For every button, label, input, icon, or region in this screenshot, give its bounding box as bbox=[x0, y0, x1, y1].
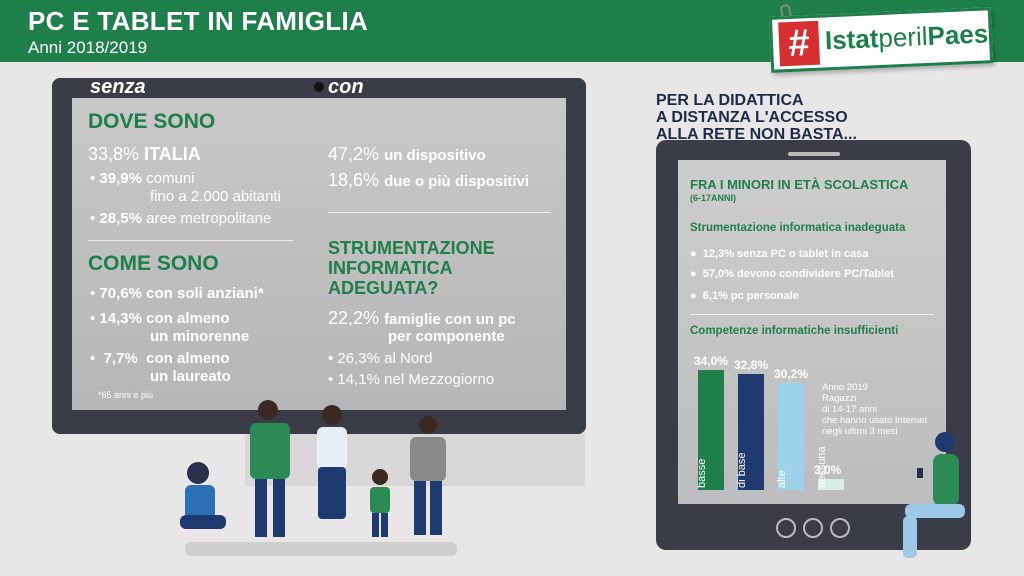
dove-item-1-line2: fino a 2.000 abitanti bbox=[150, 188, 281, 205]
come-item-2-pct: 14,3% bbox=[99, 310, 142, 327]
con-item-1: 47,2% un dispositivo bbox=[328, 144, 486, 165]
legend-line2: Ragazzi bbox=[822, 393, 857, 404]
label-senza: senza bbox=[90, 76, 146, 98]
come-item-1: • 70,6% con soli anziani* bbox=[90, 285, 264, 302]
label-con: con bbox=[328, 76, 364, 98]
tablet-speaker bbox=[788, 152, 840, 156]
monitor-base bbox=[185, 542, 457, 556]
istat-logo[interactable]: # IstatperilPaese bbox=[768, 7, 1003, 73]
strum-title-line3: ADEGUATA? bbox=[328, 278, 439, 298]
camera-icon bbox=[314, 82, 324, 92]
bar-value-label: 34,0% bbox=[694, 354, 729, 368]
dove-item-2: • 28,5% aree metropolitane bbox=[90, 210, 272, 227]
tablet-question: PER LA DIDATTICA A DISTANZA L'ACCESSO AL… bbox=[656, 92, 857, 143]
monitor-screen bbox=[72, 98, 566, 410]
dove-item-2-pct: 28,5% bbox=[99, 210, 142, 227]
tablet-item-3-text: 6,1% pc personale bbox=[702, 290, 799, 302]
bar-category-label: di base bbox=[736, 452, 748, 488]
bar-basse bbox=[698, 370, 724, 490]
bar-alte bbox=[778, 383, 804, 490]
come-item-2-text: con almeno bbox=[146, 310, 230, 327]
strum-main-pct: 22,2% bbox=[328, 308, 380, 328]
con-item-2-pct: 18,6% bbox=[328, 170, 380, 190]
question-line2: A DISTANZA L'ACCESSO bbox=[656, 109, 848, 126]
tablet-title: FRA I MINORI IN ETÀ SCOLASTICA bbox=[690, 177, 909, 192]
bar-category-label: nessuna bbox=[816, 446, 828, 488]
bar-value-label: 3,0% bbox=[814, 463, 842, 478]
bar-category-label: basse bbox=[696, 458, 708, 488]
come-item-1-pct: 70,6% bbox=[99, 285, 142, 302]
strum-item-2: • 14,1% nel Mezzogiorno bbox=[328, 371, 495, 388]
tablet-button-3[interactable] bbox=[830, 518, 850, 538]
section-competenze: Competenze informatiche insufficienti bbox=[690, 325, 899, 337]
come-item-2-line2: un minorenne bbox=[150, 328, 250, 345]
bar-category-label: alte bbox=[776, 470, 788, 488]
strum-main-line2: per componente bbox=[388, 328, 505, 345]
dove-item-2-text: aree metropolitane bbox=[146, 210, 272, 227]
tablet-item-2: ● 57,0% devono condividere PC/Tablet bbox=[690, 268, 894, 280]
come-item-3-pct: 7,7% bbox=[103, 350, 138, 367]
footnote: *65 anni e più bbox=[98, 390, 154, 400]
tablet-item-1: ● 12,3% senza PC o tablet in casa bbox=[690, 248, 869, 260]
come-item-3: • 7,7% con almeno bbox=[90, 350, 230, 367]
con-item-2-text: due o più dispositivi bbox=[384, 173, 530, 190]
come-item-3-text: con almeno bbox=[146, 350, 230, 367]
tablet-item-2-text: 57,0% devono condividere PC/Tablet bbox=[702, 268, 894, 280]
strum-title: STRUMENTAZIONE INFORMATICA ADEGUATA? bbox=[328, 238, 495, 298]
chart-legend-note: Anno 2019 Ragazzi di 14-17 anni che hann… bbox=[822, 382, 927, 437]
tablet-title-sub: (6-17ANNI) bbox=[690, 193, 737, 203]
strum-title-line1: STRUMENTAZIONE bbox=[328, 238, 495, 258]
section-strumentazione: Strumentazione informatica inadeguata bbox=[690, 222, 906, 234]
logo-text: IstatperilPaese bbox=[824, 18, 1003, 57]
tablet-item-3: ● 6,1% pc personale bbox=[690, 290, 799, 302]
come-item-3-line2: un laureato bbox=[150, 368, 231, 385]
bar-nessuna bbox=[818, 479, 844, 490]
tablet-button-2[interactable] bbox=[803, 518, 823, 538]
legend-line3: di 14-17 anni bbox=[822, 404, 877, 415]
divider bbox=[88, 240, 293, 241]
strum-title-line2: INFORMATICA bbox=[328, 258, 453, 278]
con-item-2: 18,6% due o più dispositivi bbox=[328, 170, 529, 191]
con-item-1-text: un dispositivo bbox=[384, 147, 486, 164]
come-item-2: • 14,3% con almeno bbox=[90, 310, 230, 327]
come-item-1-text: con soli anziani* bbox=[146, 285, 264, 302]
page-subtitle: Anni 2018/2019 bbox=[28, 38, 148, 57]
logo-word-paese: Paese bbox=[926, 17, 1004, 51]
strum-item-2-pct: 14,1% bbox=[337, 371, 380, 388]
strum-main-text: famiglie con un pc bbox=[384, 311, 516, 328]
strum-item-1-pct: 26,3% bbox=[337, 350, 380, 367]
logo-word-istat: Istat bbox=[824, 23, 880, 56]
come-title: COME SONO bbox=[88, 252, 219, 275]
strum-item-1-text: al Nord bbox=[384, 350, 433, 367]
question-line1: PER LA DIDATTICA bbox=[656, 92, 804, 109]
dove-title: DOVE SONO bbox=[88, 110, 216, 133]
divider bbox=[690, 314, 934, 315]
bar-di-base bbox=[738, 374, 764, 490]
dove-italia: 33,8% ITALIA bbox=[88, 144, 201, 165]
strum-main: 22,2% famiglie con un pc bbox=[328, 308, 516, 329]
page-title: PC E TABLET IN FAMIGLIA bbox=[28, 6, 369, 36]
family-illustration bbox=[180, 400, 446, 537]
bar-value-label: 30,2% bbox=[774, 367, 809, 382]
logo-word-peril: peril bbox=[877, 20, 929, 54]
legend-line5: negli ultimi 3 mesi bbox=[822, 426, 898, 437]
woman-phone-illustration bbox=[903, 432, 965, 558]
legend-line1: Anno 2019 bbox=[822, 382, 868, 393]
strum-item-1: • 26,3% al Nord bbox=[328, 350, 433, 367]
legend-line4: che hanno usato Internet bbox=[822, 415, 928, 426]
tablet-item-1-text: 12,3% senza PC o tablet in casa bbox=[702, 248, 869, 260]
italia-pct: 33,8% bbox=[88, 144, 140, 164]
dove-item-1: • 39,9% comuni bbox=[90, 170, 195, 187]
hashtag-icon: # bbox=[778, 20, 821, 67]
dove-item-1-pct: 39,9% bbox=[99, 170, 142, 187]
strum-item-2-text: nel Mezzogiorno bbox=[384, 371, 495, 388]
dove-item-1-text: comuni bbox=[146, 170, 195, 187]
question-line3: ALLA RETE NON BASTA... bbox=[656, 126, 857, 143]
tablet-button-1[interactable] bbox=[776, 518, 796, 538]
bar-value-label: 32,8% bbox=[734, 358, 769, 373]
italia-label: ITALIA bbox=[144, 144, 201, 164]
con-item-1-pct: 47,2% bbox=[328, 144, 380, 164]
divider bbox=[328, 212, 550, 213]
